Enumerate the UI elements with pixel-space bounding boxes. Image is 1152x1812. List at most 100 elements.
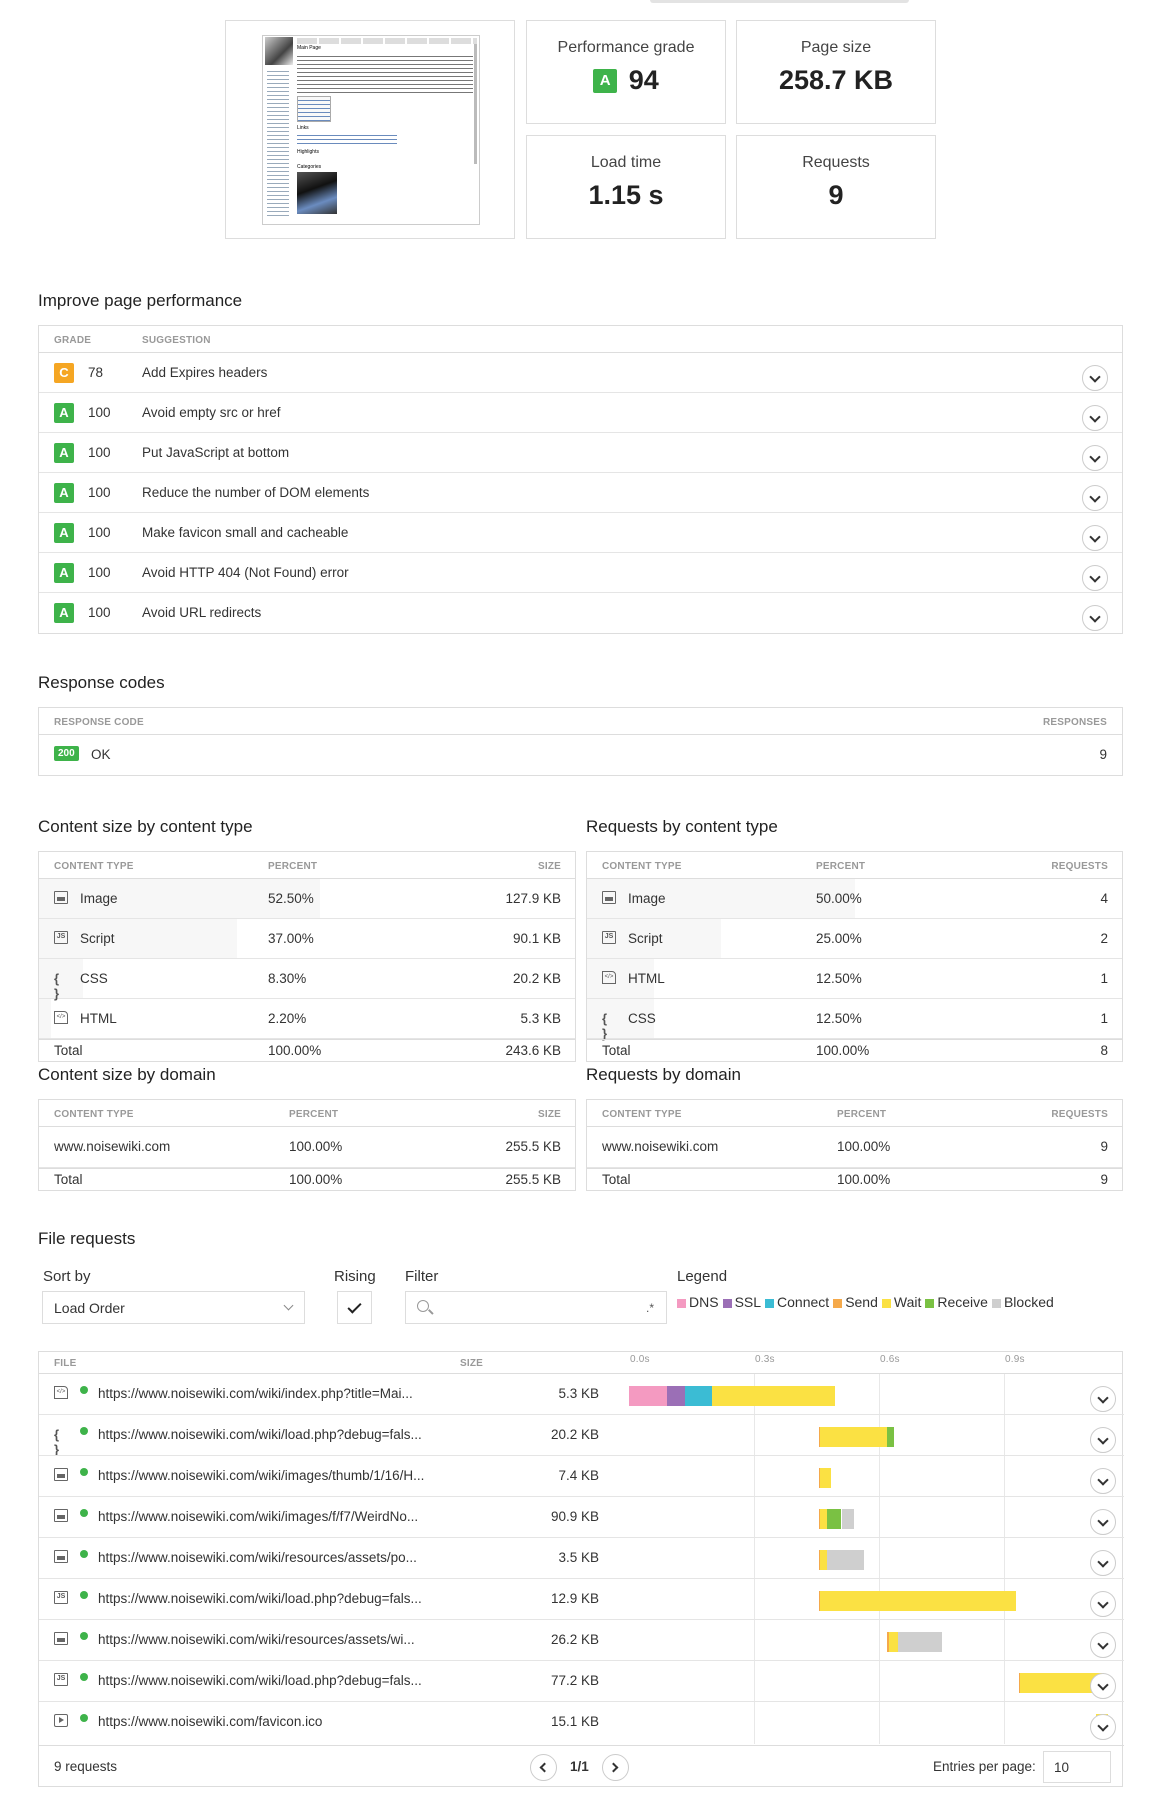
expand-chevron-icon[interactable] <box>1090 1427 1116 1453</box>
requests-domain-table: CONTENT TYPE PERCENT REQUESTS www.noisewiki… <box>586 1099 1123 1191</box>
row-value: 4 <box>1100 891 1108 906</box>
page-screenshot-card: Main Page Links Highlights Categories <box>225 20 515 239</box>
expand-chevron-icon[interactable] <box>1090 1386 1116 1412</box>
prev-page-button[interactable] <box>530 1754 557 1781</box>
file-request-row[interactable]: https://www.noisewiki.com/wiki/images/th… <box>39 1456 1124 1497</box>
expand-chevron-icon[interactable] <box>1090 1632 1116 1658</box>
expand-chevron-icon[interactable] <box>1090 1673 1116 1699</box>
suggestion-row[interactable]: A 100 Put JavaScript at bottom <box>39 433 1122 473</box>
suggestion-row[interactable]: A 100 Avoid URL redirects <box>39 593 1122 633</box>
timing-segment-dns <box>629 1386 667 1406</box>
sort-select[interactable]: Load Order <box>42 1291 305 1324</box>
expand-chevron-icon[interactable] <box>1082 485 1108 511</box>
entries-per-page-input[interactable]: 10 <box>1043 1751 1111 1783</box>
row-value: 90.1 KB <box>512 931 561 946</box>
file-request-row[interactable]: https://www.noisewiki.com/wiki/index.php… <box>39 1374 1124 1415</box>
legend-label: Connect <box>777 1294 830 1310</box>
content-size-type-table: CONTENT TYPE PERCENT SIZE Image 52.50% 127.9 … <box>38 851 576 1062</box>
content-type: Script <box>80 931 115 946</box>
page-size-card: Page size 258.7 KB <box>736 20 936 124</box>
table-row: www.noisewiki.com 100.00% 9 <box>587 1127 1122 1168</box>
total-value: 9 <box>1100 1172 1108 1187</box>
suggestion-text: Avoid HTTP 404 (Not Found) error <box>142 565 349 580</box>
expand-chevron-icon[interactable] <box>1082 445 1108 471</box>
expand-chevron-icon[interactable] <box>1090 1509 1116 1535</box>
expand-chevron-icon[interactable] <box>1090 1591 1116 1617</box>
timing-segment-blocked <box>841 1509 854 1529</box>
screenshot-scrollbar <box>474 44 477 164</box>
suggestion-row[interactable]: A 100 Avoid empty src or href <box>39 393 1122 433</box>
sort-select-value: Load Order <box>54 1300 125 1316</box>
file-request-row[interactable]: https://www.noisewiki.com/wiki/load.php?… <box>39 1579 1124 1620</box>
chevron-down-icon <box>283 1300 294 1311</box>
check-icon <box>347 1299 362 1314</box>
timing-segment-wait <box>819 1591 1017 1611</box>
filter-label: Filter <box>405 1268 439 1285</box>
col-percent: PERCENT <box>837 1109 887 1120</box>
total-row: Total 100.00% 8 <box>587 1039 1122 1061</box>
expand-chevron-icon[interactable] <box>1082 565 1108 591</box>
col-size: SIZE <box>460 1358 484 1369</box>
total-row: Total 100.00% 255.5 KB <box>39 1168 575 1190</box>
page-size-label: Page size <box>800 39 872 56</box>
suggestion-row[interactable]: A 100 Avoid HTTP 404 (Not Found) error <box>39 553 1122 593</box>
col-content-type: CONTENT TYPE <box>54 1109 134 1120</box>
request-count: 9 requests <box>54 1759 118 1774</box>
file-request-row[interactable]: https://www.noisewiki.com/wiki/load.php?… <box>39 1661 1124 1702</box>
col-percent: PERCENT <box>289 1109 339 1120</box>
content-type: CSS <box>80 971 108 986</box>
expand-chevron-icon[interactable] <box>1082 365 1108 391</box>
suggestion-row[interactable]: C 78 Add Expires headers <box>39 353 1122 393</box>
table-row: www.noisewiki.com 100.00% 255.5 KB <box>39 1127 575 1168</box>
screenshot-logo <box>265 37 293 65</box>
percent-value: 12.50% <box>816 971 862 986</box>
content-size-domain-title: Content size by domain <box>38 1065 216 1084</box>
timing-segment-connect <box>685 1386 713 1406</box>
file-request-row[interactable]: { } https://www.noisewiki.com/wiki/load.p… <box>39 1415 1124 1456</box>
expand-chevron-icon[interactable] <box>1082 405 1108 431</box>
status-dot <box>80 1632 88 1640</box>
total-label: Total <box>602 1043 631 1058</box>
file-url: https://www.noisewiki.com/wiki/load.php?… <box>98 1591 422 1606</box>
legend-label: Send <box>845 1294 878 1310</box>
suggestion-text: Reduce the number of DOM elements <box>142 485 370 500</box>
file-size: 5.3 KB <box>558 1386 599 1401</box>
content-type: HTML <box>628 971 665 986</box>
col-grade: GRADE <box>54 335 92 346</box>
expand-chevron-icon[interactable] <box>1090 1550 1116 1576</box>
row-value: 9 <box>1100 1139 1108 1154</box>
expand-chevron-icon[interactable] <box>1082 525 1108 551</box>
file-size: 3.5 KB <box>558 1550 599 1565</box>
file-request-row[interactable]: https://www.noisewiki.com/wiki/resources… <box>39 1620 1124 1661</box>
suggestion-score: 78 <box>88 365 104 380</box>
row-value: 1 <box>1100 1011 1108 1026</box>
grade-badge: A <box>54 443 74 463</box>
file-request-row[interactable]: https://www.noisewiki.com/wiki/resources… <box>39 1538 1124 1579</box>
table-row: Script 25.00% 2 <box>587 919 1122 959</box>
expand-chevron-icon[interactable] <box>1090 1468 1116 1494</box>
legend-item: SSL <box>722 1294 761 1310</box>
col-value: SIZE <box>537 861 561 872</box>
script-file-icon <box>54 1591 68 1604</box>
requests-type-title: Requests by content type <box>586 817 778 836</box>
filter-input[interactable]: .* <box>405 1291 667 1324</box>
grid-line <box>754 1374 755 1744</box>
page-indicator: 1/1 <box>570 1759 589 1774</box>
grid-line <box>879 1374 880 1744</box>
expand-chevron-icon[interactable] <box>1082 605 1108 631</box>
status-dot <box>80 1591 88 1599</box>
file-request-row[interactable]: https://www.noisewiki.com/favicon.ico 15.… <box>39 1702 1124 1743</box>
table-header: CONTENT TYPE PERCENT REQUESTS <box>587 1100 1122 1127</box>
performance-grade-value: A 94 <box>527 65 725 96</box>
suggestion-row[interactable]: A 100 Reduce the number of DOM elements <box>39 473 1122 513</box>
legend-label: Blocked <box>1003 1294 1054 1310</box>
col-content-type: CONTENT TYPE <box>54 861 134 872</box>
percent-bar <box>587 999 654 1038</box>
expand-chevron-icon[interactable] <box>1090 1714 1116 1740</box>
percent-value: 37.00% <box>268 931 314 946</box>
next-page-button[interactable] <box>602 1754 629 1781</box>
rising-checkbox[interactable] <box>337 1291 372 1324</box>
requests-domain-title: Requests by domain <box>586 1065 741 1084</box>
suggestion-row[interactable]: A 100 Make favicon small and cacheable <box>39 513 1122 553</box>
file-request-row[interactable]: https://www.noisewiki.com/wiki/images/f/… <box>39 1497 1124 1538</box>
